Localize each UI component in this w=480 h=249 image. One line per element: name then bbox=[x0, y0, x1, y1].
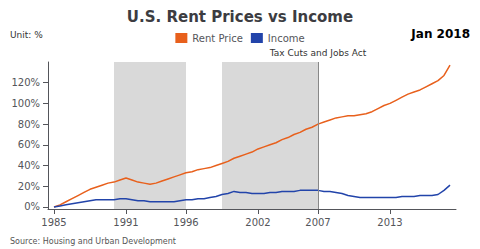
svg-text:1996: 1996 bbox=[173, 217, 198, 228]
svg-text:0%: 0% bbox=[24, 201, 40, 212]
svg-text:Rent Price: Rent Price bbox=[192, 33, 242, 44]
svg-text:80%: 80% bbox=[18, 119, 40, 130]
svg-text:1985: 1985 bbox=[41, 217, 66, 228]
svg-text:Tax Cuts and Jobs Act: Tax Cuts and Jobs Act bbox=[269, 48, 367, 58]
svg-text:2007: 2007 bbox=[305, 217, 330, 228]
svg-text:Income: Income bbox=[268, 33, 305, 44]
svg-text:40%: 40% bbox=[18, 160, 40, 171]
svg-text:1991: 1991 bbox=[113, 217, 138, 228]
svg-text:Jan 2018: Jan 2018 bbox=[410, 27, 470, 41]
svg-text:120%: 120% bbox=[11, 77, 40, 88]
svg-text:2013: 2013 bbox=[377, 217, 402, 228]
svg-text:U.S. Rent Prices vs Income: U.S. Rent Prices vs Income bbox=[127, 8, 353, 26]
svg-text:Unit: %: Unit: % bbox=[10, 30, 43, 40]
svg-text:100%: 100% bbox=[11, 98, 40, 109]
svg-text:20%: 20% bbox=[18, 181, 40, 192]
svg-text:Source: Housing and Urban Deve: Source: Housing and Urban Development bbox=[10, 237, 176, 246]
svg-text:60%: 60% bbox=[18, 139, 40, 150]
svg-text:2002: 2002 bbox=[245, 217, 270, 228]
